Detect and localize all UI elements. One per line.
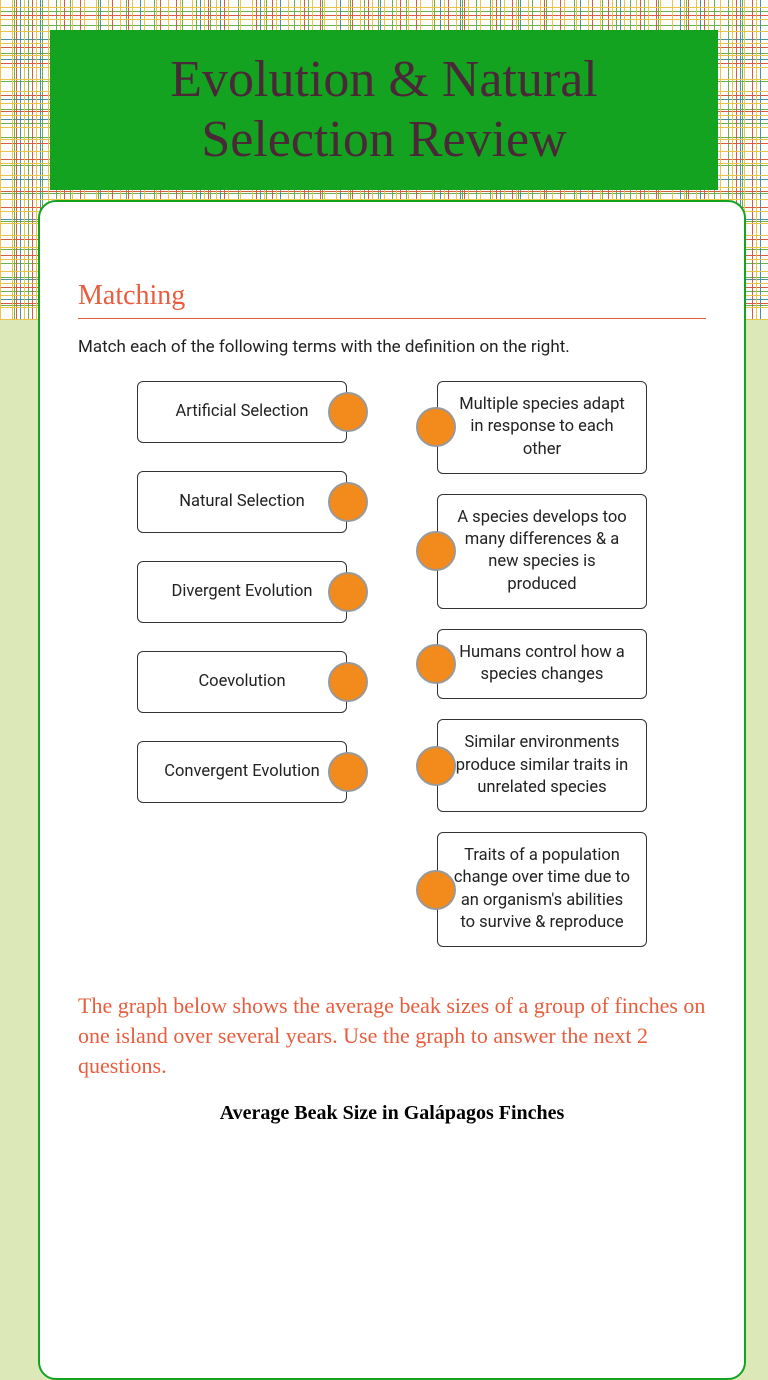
term-box[interactable]: Coevolution [137, 651, 347, 713]
term-box[interactable]: Divergent Evolution [137, 561, 347, 623]
instructions-text: Match each of the following terms with t… [78, 337, 706, 357]
page-title: Evolution & Natural Selection Review [70, 50, 698, 170]
connector-dot[interactable] [416, 644, 456, 684]
term-box[interactable]: Natural Selection [137, 471, 347, 533]
definition-label: Similar environments produce similar tra… [452, 732, 632, 799]
term-box[interactable]: Artificial Selection [137, 381, 347, 443]
graph-intro-text: The graph below shows the average beak s… [78, 991, 706, 1080]
connector-dot[interactable] [328, 572, 368, 612]
connector-dot[interactable] [416, 870, 456, 910]
term-label: Artificial Selection [176, 401, 309, 423]
definition-label: Multiple species adapt in response to ea… [452, 394, 632, 461]
definition-box[interactable]: Humans control how a species changes [437, 629, 647, 700]
definitions-column: Multiple species adapt in response to ea… [437, 381, 647, 947]
definition-box[interactable]: Similar environments produce similar tra… [437, 719, 647, 812]
connector-dot[interactable] [328, 662, 368, 702]
definition-box[interactable]: A species develops too many differences … [437, 494, 647, 609]
matching-area: Artificial Selection Natural Selection D… [78, 381, 706, 947]
connector-dot[interactable] [416, 407, 456, 447]
term-label: Coevolution [198, 671, 285, 693]
term-box[interactable]: Convergent Evolution [137, 741, 347, 803]
definition-box[interactable]: Traits of a population change over time … [437, 832, 647, 947]
term-label: Convergent Evolution [164, 761, 319, 783]
section-heading: Matching [78, 280, 706, 319]
term-label: Natural Selection [179, 491, 304, 513]
chart-title: Average Beak Size in Galápagos Finches [78, 1102, 706, 1125]
connector-dot[interactable] [328, 392, 368, 432]
content-card: Matching Match each of the following ter… [38, 200, 746, 1380]
connector-dot[interactable] [416, 531, 456, 571]
definition-label: Traits of a population change over time … [452, 845, 632, 934]
terms-column: Artificial Selection Natural Selection D… [137, 381, 347, 947]
connector-dot[interactable] [416, 746, 456, 786]
term-label: Divergent Evolution [171, 581, 312, 603]
definition-label: Humans control how a species changes [452, 642, 632, 687]
definition-label: A species develops too many differences … [452, 507, 632, 596]
definition-box[interactable]: Multiple species adapt in response to ea… [437, 381, 647, 474]
connector-dot[interactable] [328, 752, 368, 792]
connector-dot[interactable] [328, 482, 368, 522]
title-banner: Evolution & Natural Selection Review [50, 30, 718, 190]
